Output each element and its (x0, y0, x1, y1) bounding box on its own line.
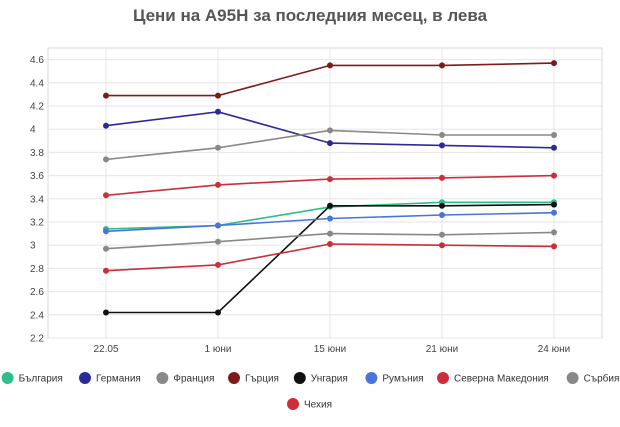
series-point (103, 192, 109, 199)
series-point (215, 309, 221, 316)
y-tick-label: 3.8 (30, 148, 44, 159)
series-point (215, 181, 221, 188)
series-point (215, 261, 221, 268)
series-point (439, 212, 445, 218)
x-tick-label: 15 юни (314, 344, 347, 355)
series-point (551, 201, 557, 208)
legend-label: Франция (173, 374, 214, 385)
series-point (327, 176, 333, 183)
series-point (551, 132, 557, 138)
y-tick-label: 4.6 (30, 55, 44, 66)
legend-label: Румъния (382, 374, 423, 385)
series-point (551, 229, 557, 236)
legend-label: Северна Македония (454, 374, 549, 385)
series-point (439, 202, 445, 209)
y-tick-label: 3.4 (30, 194, 44, 205)
legend-label: Чехия (304, 400, 332, 411)
series-point (551, 172, 557, 179)
legend-label: Гърция (245, 374, 279, 385)
x-tick-label: 24 юни (538, 344, 571, 355)
series-point (327, 215, 333, 222)
legend-marker (156, 372, 169, 384)
legend-label: Сърбия (584, 373, 620, 385)
series-point (327, 127, 333, 134)
series-point (327, 230, 333, 237)
legend-marker (287, 398, 299, 410)
series-point (439, 174, 445, 181)
legend-marker (228, 372, 240, 384)
legend-marker (437, 372, 449, 384)
series-point (439, 132, 445, 138)
series-point (215, 92, 221, 99)
series-point (327, 202, 333, 209)
series-point (551, 60, 557, 67)
series-point (551, 144, 557, 151)
legend-marker (566, 372, 579, 384)
series-point (439, 142, 445, 149)
series-point (103, 122, 109, 129)
series-point (103, 228, 109, 235)
series-point (215, 222, 221, 229)
y-tick-label: 4 (30, 125, 36, 136)
y-tick-label: 3.2 (30, 218, 44, 229)
y-tick-label: 4.2 (30, 102, 44, 113)
series-point (551, 209, 557, 216)
y-tick-label: 4.4 (30, 78, 44, 89)
legend-marker (293, 372, 306, 384)
series-point (103, 245, 109, 252)
x-tick-label: 21 юни (426, 344, 459, 355)
y-tick-label: 2.4 (30, 310, 44, 321)
y-tick-label: 2.2 (30, 334, 44, 345)
y-tick-label: 2.6 (30, 287, 44, 298)
y-tick-label: 3.6 (30, 171, 44, 182)
series-point (439, 62, 445, 69)
series-point (103, 309, 109, 316)
series-point (327, 140, 333, 147)
series-point (439, 242, 445, 249)
series-point (215, 238, 221, 245)
series-point (439, 231, 445, 238)
legend-marker (1, 372, 14, 384)
series-point (551, 243, 557, 250)
series-point (327, 241, 333, 247)
legend-marker (79, 372, 91, 384)
y-tick-label: 2.8 (30, 264, 44, 275)
series-point (103, 267, 109, 274)
chart-title: Цени на А95Н за последния месец, в лева (132, 6, 488, 25)
legend-label: Унгария (311, 374, 348, 385)
series-point (327, 62, 333, 69)
x-tick-label: 1 юни (205, 344, 232, 355)
legend-marker (365, 372, 378, 384)
series-point (103, 92, 109, 99)
series-point (103, 156, 109, 163)
legend-label: Германия (96, 374, 141, 385)
x-tick-label: 22.05 (93, 344, 118, 355)
y-tick-label: 3 (30, 241, 36, 252)
series-point (215, 108, 221, 115)
series-point (215, 144, 221, 151)
legend-label: България (19, 374, 63, 385)
